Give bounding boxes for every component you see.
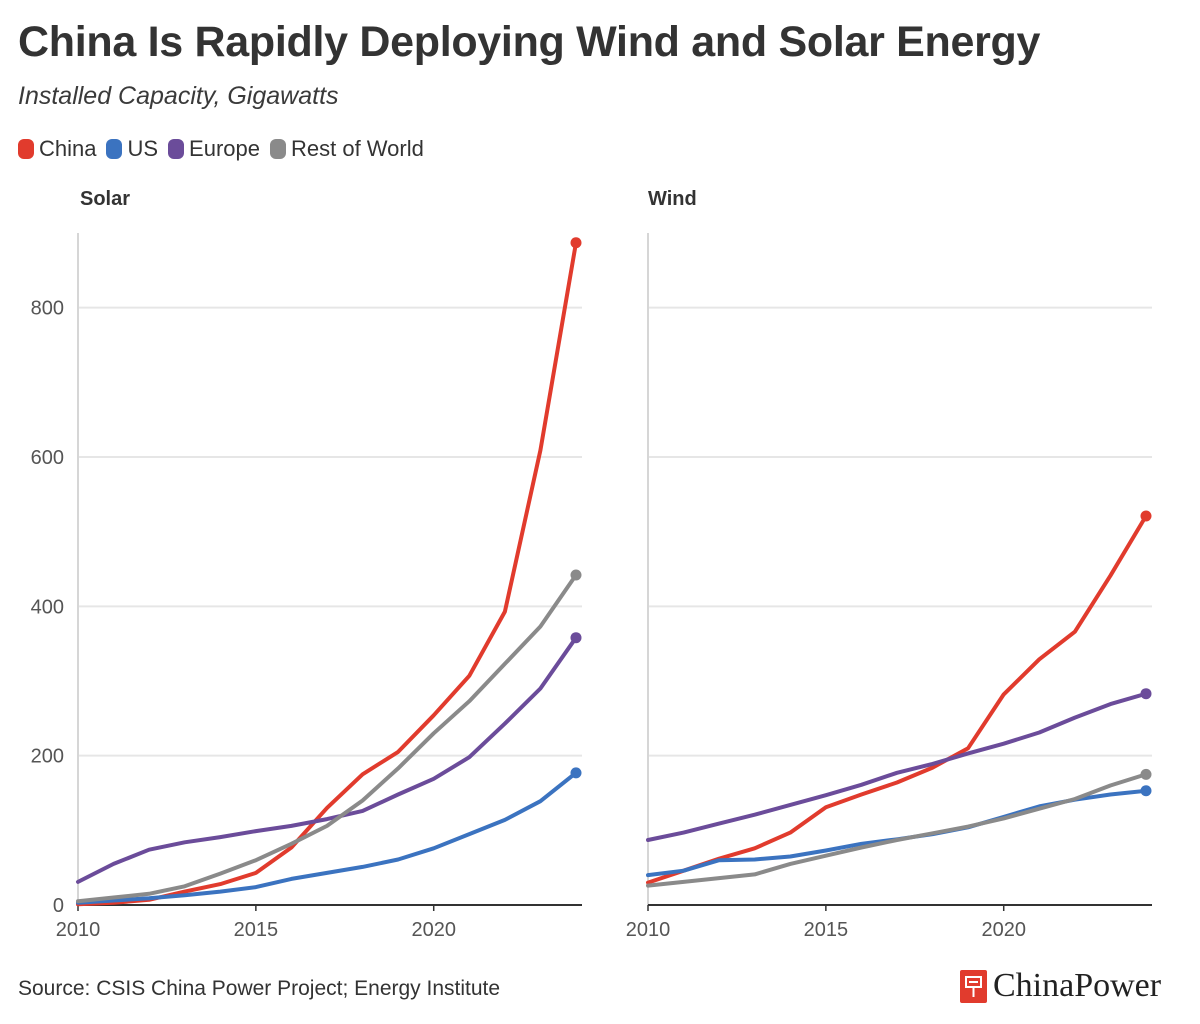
legend-item-china: China — [18, 136, 96, 162]
legend-swatch-us — [106, 139, 123, 159]
solar-endpoint-europe — [570, 632, 582, 644]
source-note: Source: CSIS China Power Project; Energy… — [18, 977, 501, 1000]
chart-subtitle: Installed Capacity, Gigawatts — [18, 82, 339, 110]
legend-item-rest-of-world: Rest of World — [270, 136, 424, 162]
wind-line-europe — [646, 691, 1148, 842]
wind-line-rest-of-world — [646, 772, 1148, 888]
legend-label-us: US — [127, 136, 159, 161]
wind-line-china — [646, 514, 1148, 885]
brand-name: ChinaPower — [993, 967, 1162, 1004]
wind-endpoint-china — [1140, 510, 1152, 522]
wind-line-us — [646, 788, 1148, 878]
legend: China US Europe Rest of World — [18, 136, 434, 162]
solar-ytick-400: 400 — [31, 596, 64, 618]
wind-endpoint-europe — [1140, 688, 1152, 700]
wind-xtick-2015: 2015 — [804, 919, 849, 941]
legend-item-us: US — [106, 136, 158, 162]
solar-ytick-800: 800 — [31, 298, 64, 320]
solar-xtick-2010: 2010 — [56, 919, 101, 941]
solar-endpoint-rest-of-world — [570, 569, 582, 581]
solar-endpoint-china — [570, 237, 582, 249]
solar-line-china — [76, 240, 578, 907]
solar-line-us — [76, 770, 578, 905]
wind-panel-title: Wind — [648, 188, 697, 210]
chart-title: China Is Rapidly Deploying Wind and Sola… — [18, 18, 1041, 66]
solar-xtick-2015: 2015 — [234, 919, 279, 941]
solar-panel-title: Solar — [80, 188, 131, 210]
legend-swatch-rest-of-world — [270, 139, 286, 159]
legend-item-europe: Europe — [168, 136, 260, 162]
wind-endpoint-rest-of-world — [1140, 768, 1152, 780]
legend-label-rest-of-world: Rest of World — [291, 136, 424, 161]
legend-label-europe: Europe — [189, 136, 260, 161]
wind-endpoint-us — [1140, 785, 1152, 797]
brand-logo: ChinaPower — [960, 967, 1161, 1005]
solar-endpoint-us — [570, 767, 582, 779]
solar-ytick-600: 600 — [31, 447, 64, 469]
solar-line-rest-of-world — [76, 573, 578, 904]
solar-xtick-2020: 2020 — [411, 919, 456, 941]
legend-swatch-europe — [168, 139, 185, 159]
solar-line-europe — [76, 635, 578, 884]
legend-swatch-china — [18, 139, 34, 159]
solar-ytick-200: 200 — [31, 746, 64, 768]
wind-xtick-2010: 2010 — [626, 919, 671, 941]
legend-label-china: China — [39, 136, 97, 161]
wind-xtick-2020: 2020 — [981, 919, 1026, 941]
solar-ytick-0: 0 — [53, 895, 64, 917]
chinapower-logo-icon — [960, 969, 987, 1003]
